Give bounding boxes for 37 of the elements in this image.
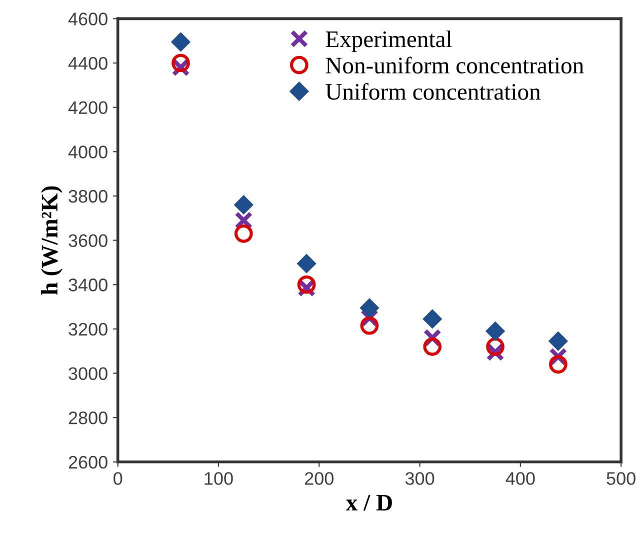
point (548, 332, 568, 351)
y-tick-label: 3400 (68, 278, 108, 292)
y-axis-title: h (W/m²K) (40, 186, 62, 295)
point (172, 54, 190, 72)
x-axis-title: x / D (346, 494, 392, 511)
point (234, 224, 253, 243)
y-tick-label: 2600 (68, 456, 108, 469)
point (422, 309, 442, 329)
y-tick-label: 4600 (68, 12, 108, 26)
point (297, 254, 316, 274)
x-tick-label: 200 (304, 472, 334, 485)
y-tick-label: 3200 (68, 322, 108, 336)
point (486, 338, 504, 356)
point (486, 322, 505, 341)
x-tick-label: 100 (204, 472, 233, 485)
point (360, 316, 379, 335)
point (423, 338, 442, 356)
y-tick-label: 4200 (68, 101, 108, 114)
legend-label: Non-uniform concentration (326, 56, 584, 74)
y-tick-label: 2800 (68, 412, 108, 424)
x-tick-label: 300 (405, 472, 434, 485)
x-tick-label: 500 (606, 472, 636, 485)
legend-label: Uniform concentration (326, 82, 540, 100)
y-tick-label: 3600 (68, 234, 108, 248)
point (549, 355, 568, 374)
point (234, 211, 253, 230)
point (234, 195, 254, 214)
point (171, 32, 190, 52)
x-tick-label: 0 (114, 472, 122, 485)
point (360, 298, 379, 318)
legend-label: Experimental (326, 30, 452, 52)
y-tick-label: 3000 (68, 367, 108, 380)
y-tick-label: 4000 (68, 146, 108, 158)
y-tick-label: 4400 (68, 56, 108, 70)
x-tick-label: 400 (506, 472, 535, 485)
point (297, 275, 316, 294)
y-tick-label: 3800 (68, 190, 108, 203)
